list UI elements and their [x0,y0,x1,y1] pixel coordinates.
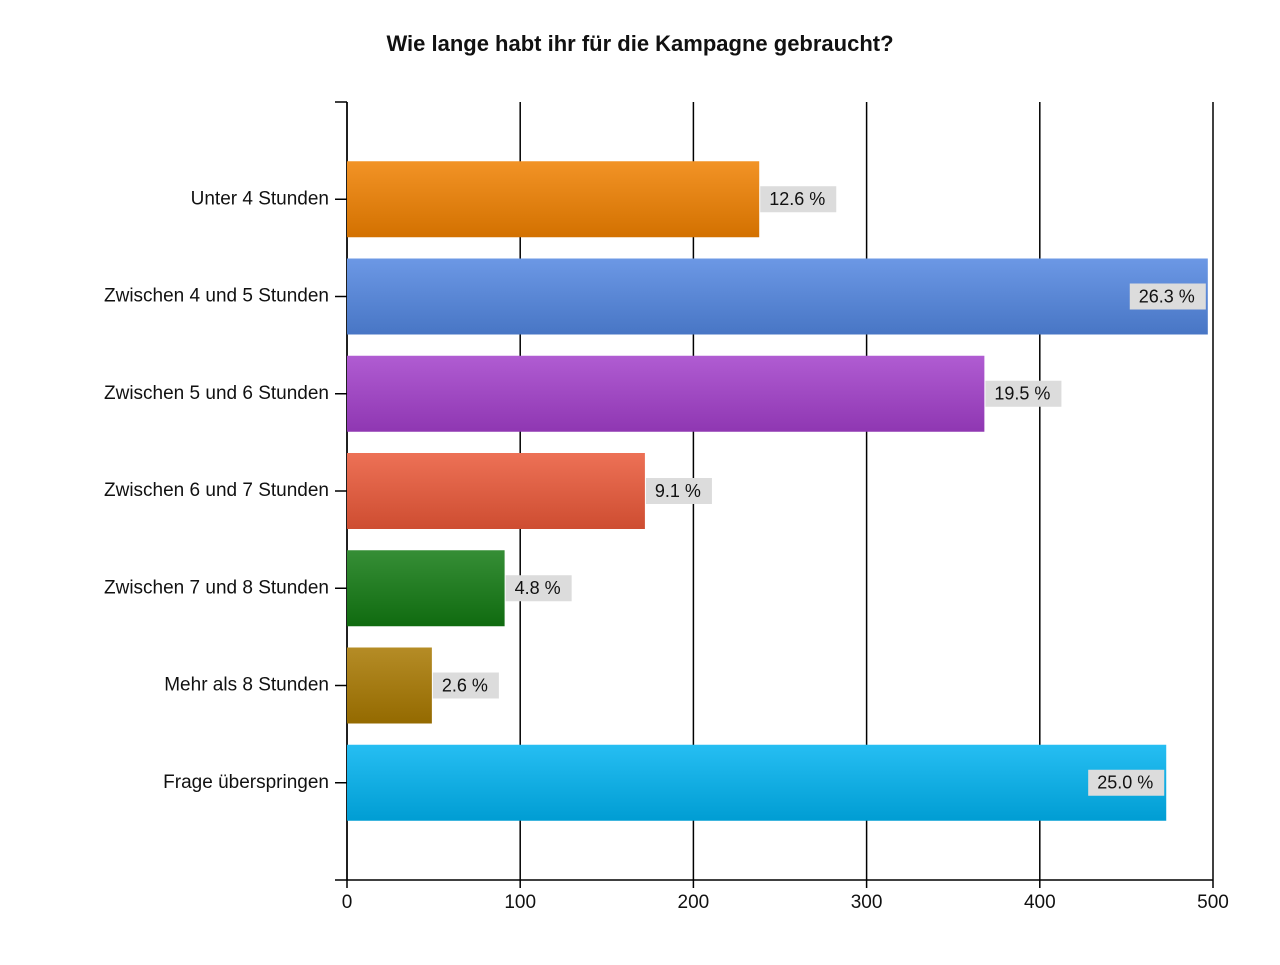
value-label: 2.6 % [442,675,488,695]
bar [347,744,1167,821]
bar [347,258,1208,335]
x-tick-label: 0 [342,892,353,913]
value-label: 19.5 % [994,384,1050,404]
y-tick-label: Zwischen 4 und 5 Stunden [104,286,329,307]
bar [347,161,760,238]
value-label-bg [1088,769,1165,796]
value-label-bg [505,575,572,602]
value-label: 26.3 % [1139,286,1195,306]
value-label-bg [1129,283,1206,310]
value-label: 9.1 % [655,481,701,501]
bar [347,550,505,627]
value-label: 4.8 % [515,578,561,598]
x-tick-label: 200 [678,892,710,913]
y-tick-label: Unter 4 Stunden [191,188,329,209]
bar [347,453,645,529]
x-tick-label: 400 [1024,892,1056,913]
y-tick-label: Zwischen 6 und 7 Stunden [104,480,329,501]
value-label: 25.0 % [1097,773,1153,793]
y-tick-label: Frage überspringen [163,772,329,793]
value-label-bg [645,478,712,504]
value-label-bg [432,672,499,699]
x-tick-label: 300 [851,892,883,913]
value-label-bg [760,186,837,213]
value-label: 12.6 % [769,189,825,209]
x-tick-label: 100 [504,892,536,913]
bar [347,647,432,724]
chart-title: Wie lange habt ihr für die Kampagne gebr… [386,31,893,56]
value-label-bg [985,380,1062,407]
y-tick-label: Zwischen 7 und 8 Stunden [104,577,329,598]
y-tick-label: Mehr als 8 Stunden [164,675,329,696]
bar [347,355,985,432]
y-tick-label: Zwischen 5 und 6 Stunden [104,383,329,404]
x-tick-label: 500 [1197,892,1229,913]
